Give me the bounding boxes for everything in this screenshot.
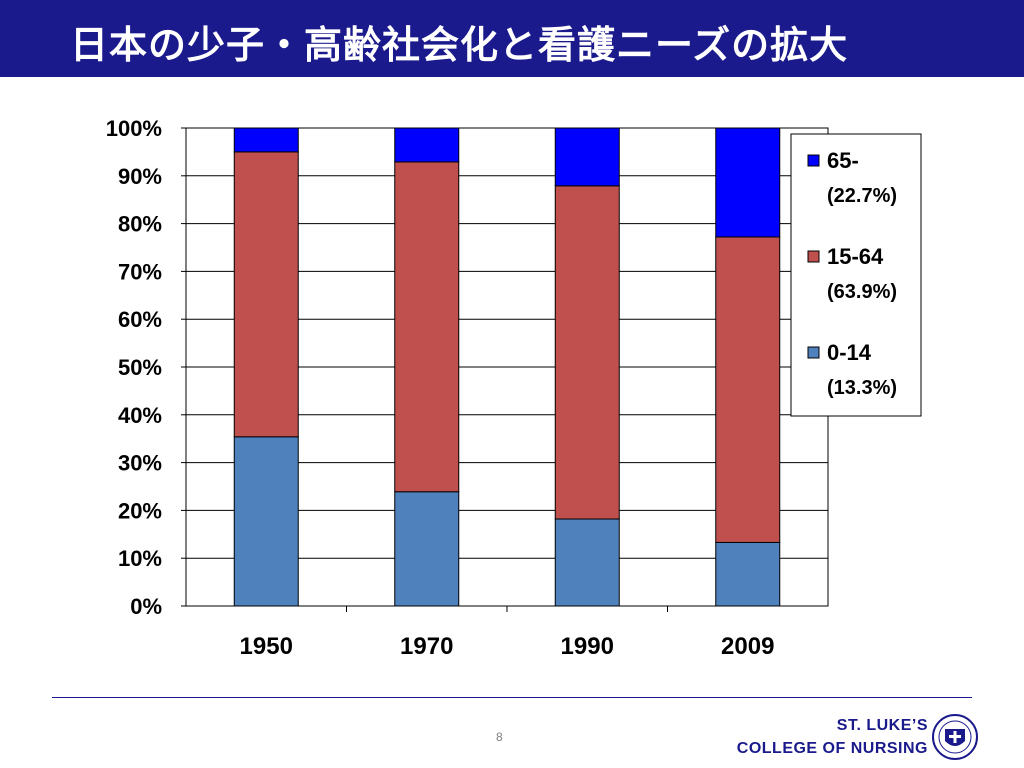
- x-tick-label: 2009: [721, 633, 774, 660]
- college-logo-text: ST. LUKE’S COLLEGE OF NURSING: [737, 714, 928, 760]
- bar-segment: [715, 127, 781, 238]
- title-bar: 日本の少子・高齢社会化と看護ニーズの拡大: [0, 0, 1024, 77]
- legend-series-percent: (63.9%): [827, 281, 897, 303]
- footer-divider: [52, 697, 972, 698]
- bar-segment: [233, 436, 299, 607]
- bar-segment: [394, 127, 460, 163]
- bar-segment: [233, 127, 299, 153]
- bar-segment: [715, 236, 781, 543]
- legend-series-name: 0-14: [827, 340, 872, 365]
- y-tick-label: 20%: [118, 498, 162, 523]
- college-seal-icon: [932, 714, 978, 760]
- y-tick-label: 70%: [118, 259, 162, 284]
- x-tick-label: 1970: [400, 633, 453, 660]
- legend-series-percent: (22.7%): [827, 185, 897, 207]
- y-tick-label: 10%: [118, 546, 162, 571]
- bar-segment: [394, 161, 460, 493]
- legend-series-name: 15-64: [827, 244, 884, 269]
- bar-segment: [394, 491, 460, 607]
- legend-box: [790, 133, 922, 417]
- bar-segment: [554, 127, 620, 187]
- legend-series-percent: (13.3%): [827, 377, 897, 399]
- stacked-bar-chart: 0% 10% 20% 30% 40% 50% 60% 70% 80% 90% 100% 1950 197…: [106, 116, 922, 660]
- bar-segment: [715, 541, 781, 607]
- legend-swatch: [807, 250, 820, 263]
- legend-swatch: [807, 346, 820, 359]
- y-tick-label: 40%: [118, 403, 162, 428]
- x-tick-label: 1950: [240, 633, 293, 660]
- legend-series-name: 65-: [827, 148, 859, 173]
- bar-segment: [233, 151, 299, 438]
- bar-segment: [554, 185, 620, 520]
- y-tick-label: 60%: [118, 307, 162, 332]
- bar-segment: [554, 518, 620, 607]
- x-tick-label: 1990: [561, 633, 614, 660]
- logo-line-1: ST. LUKE’S: [836, 717, 928, 734]
- legend-swatch: [807, 154, 820, 167]
- page-number: 8: [496, 730, 503, 744]
- slide-title: 日本の少子・高齢社会化と看護ニーズの拡大: [70, 23, 849, 67]
- y-tick-label: 100%: [106, 116, 162, 141]
- y-tick-label: 50%: [118, 355, 162, 380]
- y-tick-label: 80%: [118, 212, 162, 237]
- y-tick-label: 0%: [130, 594, 162, 619]
- logo-line-2: COLLEGE OF NURSING: [736, 740, 928, 757]
- y-tick-label: 30%: [118, 451, 162, 476]
- y-tick-label: 90%: [118, 164, 162, 189]
